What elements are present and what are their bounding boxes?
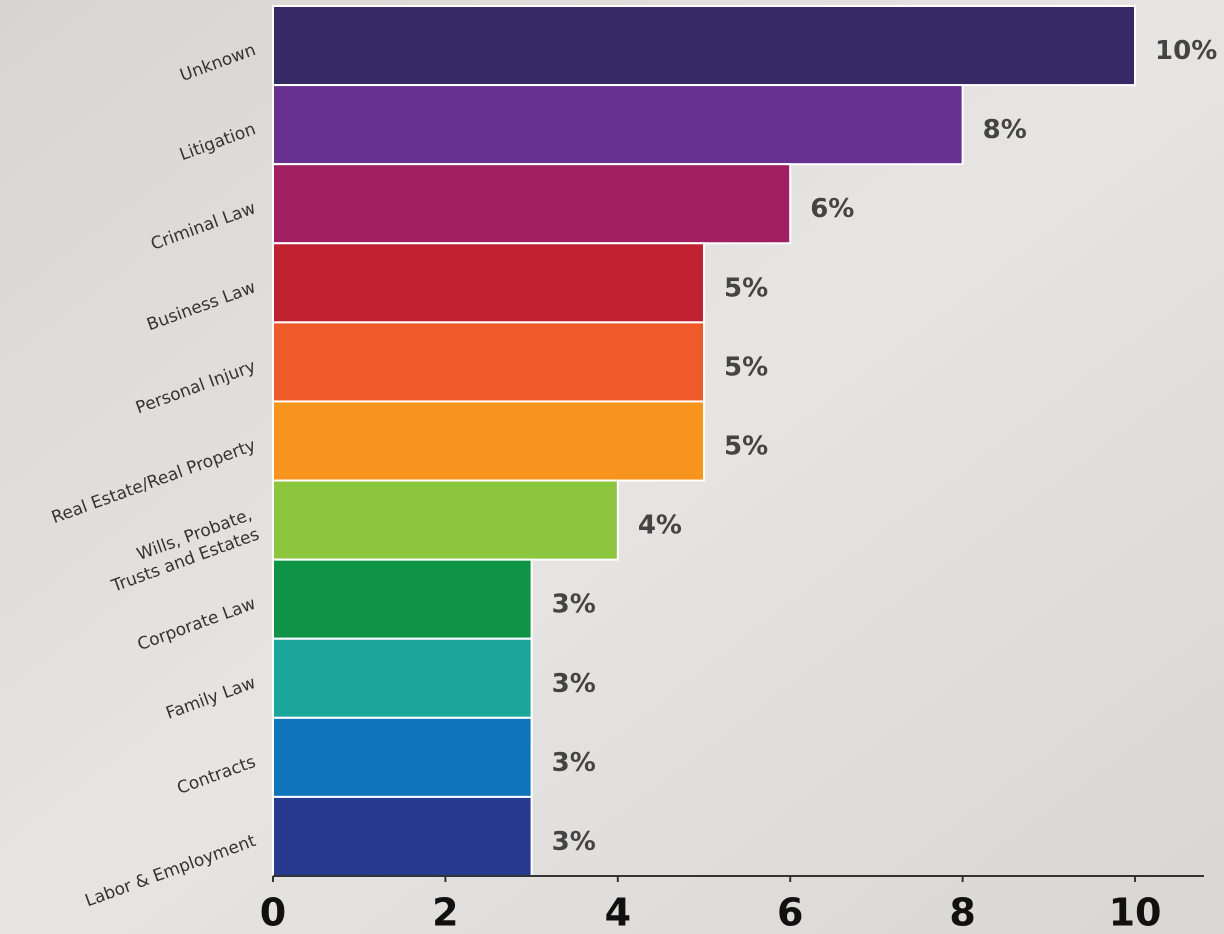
value-label: 4% [638,511,682,541]
x-tick-label: 8 [949,891,975,934]
value-label: 3% [552,827,596,857]
bar [272,5,1137,87]
x-tick-label: 0 [260,891,286,934]
value-label: 10% [1155,36,1217,66]
x-tick-label: 6 [777,891,803,934]
value-label: 3% [552,748,596,778]
bar [272,558,533,640]
value-label: 5% [724,273,768,303]
x-tick-label: 2 [432,891,458,934]
x-tick-label: 4 [605,891,631,934]
bar [272,242,706,324]
x-tick-label: 10 [1109,891,1162,934]
value-label: 3% [552,590,596,620]
bar [272,84,964,166]
bar [272,716,533,798]
bar [272,163,792,245]
value-label: 6% [810,194,854,224]
value-label: 3% [552,669,596,699]
value-label: 8% [983,115,1027,145]
bar [272,479,619,561]
bar [272,637,533,719]
value-label: 5% [724,432,768,462]
bar [272,321,706,403]
bar [272,795,533,878]
value-label: 5% [724,352,768,382]
bar [272,400,706,482]
